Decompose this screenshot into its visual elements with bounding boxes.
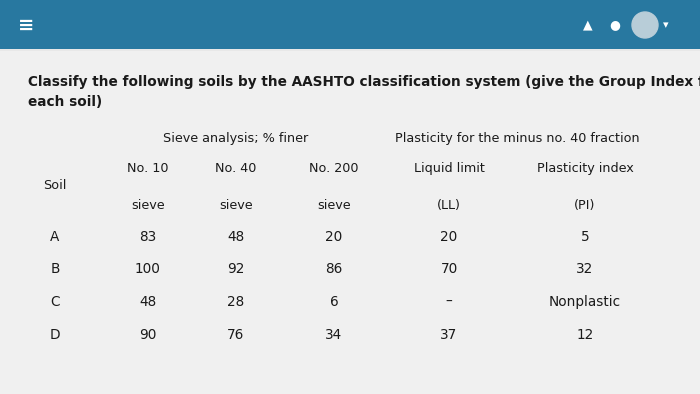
Text: –: – — [446, 295, 452, 309]
Text: Plasticity index: Plasticity index — [537, 162, 634, 175]
Text: 34: 34 — [326, 328, 342, 342]
Text: 92: 92 — [228, 262, 245, 276]
Text: sieve: sieve — [219, 199, 253, 212]
Text: 90: 90 — [139, 328, 157, 342]
Text: 100: 100 — [135, 262, 161, 276]
Text: (LL): (LL) — [437, 199, 461, 212]
Text: (PI): (PI) — [574, 199, 596, 212]
Text: 83: 83 — [139, 230, 157, 244]
Text: A: A — [50, 230, 60, 244]
Text: 48: 48 — [228, 230, 244, 244]
Text: ▲: ▲ — [583, 19, 593, 32]
Text: ▾: ▾ — [663, 20, 668, 30]
Text: ≡: ≡ — [18, 15, 34, 35]
Text: 28: 28 — [228, 295, 244, 309]
Text: each soil): each soil) — [28, 95, 102, 109]
Text: 6: 6 — [330, 295, 338, 309]
Text: 48: 48 — [139, 295, 157, 309]
Bar — [0, 0, 700, 50]
Text: No. 200: No. 200 — [309, 162, 358, 175]
Text: B: B — [50, 262, 60, 276]
Text: 20: 20 — [440, 230, 458, 244]
Text: Nonplastic: Nonplastic — [549, 295, 621, 309]
Text: 32: 32 — [576, 262, 594, 276]
Text: ●: ● — [610, 19, 620, 32]
Text: Classify the following soils by the AASHTO classification system (give the Group: Classify the following soils by the AASH… — [28, 75, 700, 89]
Text: sieve: sieve — [317, 199, 351, 212]
Circle shape — [632, 12, 658, 38]
Text: 37: 37 — [440, 328, 458, 342]
Text: Plasticity for the minus no. 40 fraction: Plasticity for the minus no. 40 fraction — [395, 132, 639, 145]
Text: Liquid limit: Liquid limit — [414, 162, 484, 175]
Text: 12: 12 — [576, 328, 594, 342]
Text: 20: 20 — [326, 230, 342, 244]
Text: sieve: sieve — [131, 199, 164, 212]
Text: No. 10: No. 10 — [127, 162, 169, 175]
Text: Sieve analysis; % finer: Sieve analysis; % finer — [163, 132, 309, 145]
Text: C: C — [50, 295, 60, 309]
Text: 70: 70 — [440, 262, 458, 276]
Text: 5: 5 — [580, 230, 589, 244]
Text: D: D — [50, 328, 60, 342]
Text: Soil: Soil — [43, 178, 66, 191]
Text: 86: 86 — [326, 262, 342, 276]
Bar — [0, 49, 700, 51]
Text: 76: 76 — [228, 328, 244, 342]
Text: No. 40: No. 40 — [216, 162, 257, 175]
